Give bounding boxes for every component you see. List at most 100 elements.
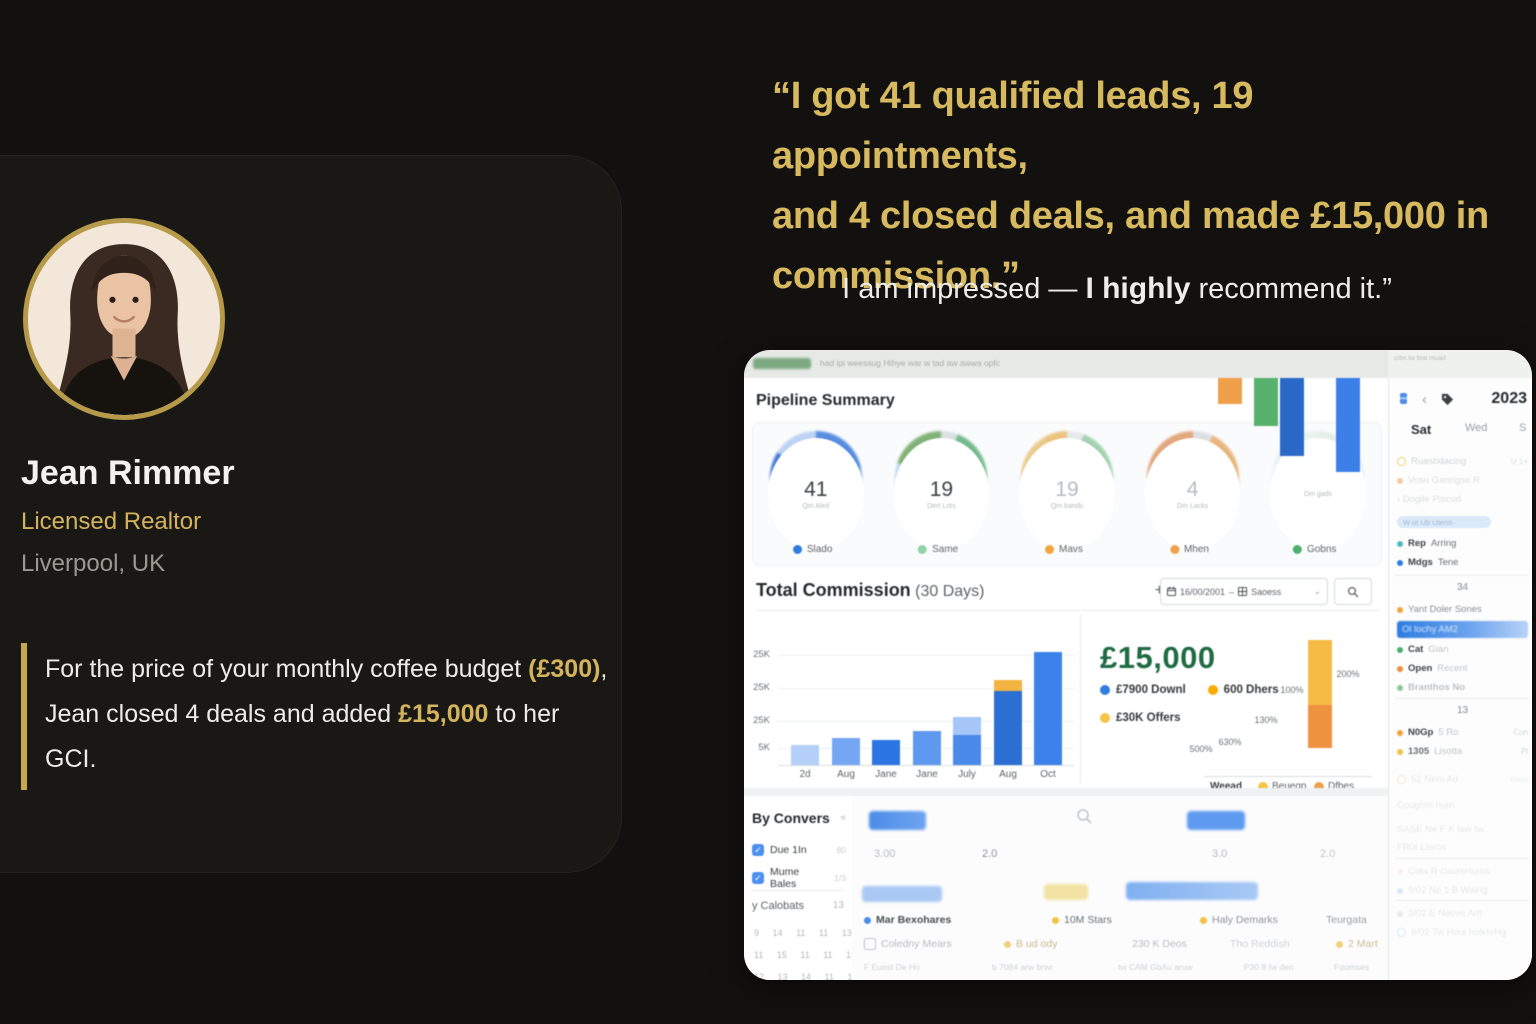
- board-row-faint: Fdomses: [1334, 962, 1369, 972]
- faint-label: F Euest De Ho: [864, 962, 920, 972]
- legend-label: Mhen: [1183, 544, 1209, 555]
- woman-portrait-illustration: [28, 223, 220, 415]
- donut-kpi-empty: Dm gads Gobns: [1255, 423, 1381, 565]
- row-text: 5 Ro: [1438, 727, 1459, 738]
- dot-green: [1397, 646, 1403, 653]
- note-amount-15000: £15,000: [398, 700, 489, 728]
- row-text: 8/02 Tw Houl holkteHg: [1411, 927, 1507, 938]
- sidebar-tabs: Sat Wed S: [1389, 422, 1532, 442]
- bar-2: [832, 738, 860, 765]
- row-text: Gian: [1428, 644, 1449, 655]
- headline-line-3: commission.”: [772, 255, 1020, 297]
- sidebar-row: Rep Arring: [1397, 536, 1528, 551]
- row-text: › Dogile Piscud: [1397, 494, 1461, 505]
- column-label: 3.0: [1212, 848, 1228, 860]
- legend-dot-orange: [1314, 781, 1324, 792]
- board-row-item: 10M Stars: [1052, 914, 1112, 926]
- board-row-item: Teurgata: [1326, 914, 1367, 926]
- sidebar-day-34: 34: [1397, 580, 1528, 595]
- titlebar-green-badge: [753, 358, 811, 369]
- avatar: [23, 218, 225, 420]
- tab-cut: S: [1519, 422, 1527, 434]
- ring-icon-yellow: [1397, 457, 1406, 466]
- bar-6-bottom: [994, 691, 1022, 765]
- sidebar-row: Vosu Ganrigse R: [1397, 473, 1528, 488]
- filter-label: Due 1In: [770, 844, 807, 856]
- x-label: Oct: [1040, 769, 1056, 780]
- faint-label: b 7084 arw brwr: [992, 962, 1053, 972]
- total-commission-header: Total Commission (30 Days) + 16/00/2001 …: [756, 574, 1380, 611]
- dot-pale: [1397, 868, 1403, 875]
- sidebar-row: Coughm hum: [1397, 798, 1528, 813]
- bar-4: [913, 731, 941, 765]
- row-text: Vosu Ganrigse R: [1408, 475, 1480, 486]
- dashboard-sidebar: ‹ 2023 Sat Wed S Ruasbdacing U 1+ Vosu Ga…: [1388, 378, 1532, 980]
- dot-blue: [1397, 559, 1403, 566]
- yellow-dot: [1200, 916, 1207, 924]
- row-right: Con: [1513, 728, 1528, 737]
- row-bold: Cat: [1408, 644, 1424, 655]
- person-location: Liverpool, UK: [21, 550, 166, 577]
- search-button: [1334, 578, 1372, 605]
- calendar-title: y Calobats: [752, 900, 804, 912]
- donut-center: 19 Dert Lots: [893, 438, 990, 550]
- note-mid: , Jean closed 4 deals and added: [45, 655, 608, 728]
- row-text: Coughm hum: [1397, 800, 1455, 811]
- calendar-count: 13: [832, 900, 844, 911]
- mini-x3: Dfbes: [1328, 781, 1355, 792]
- board-row-item: Tho Reddish: [1230, 938, 1290, 950]
- sidebar-row: 9/02 Ne 1 B Waing: [1397, 883, 1528, 898]
- commission-chart: 25K 25K 25K 5K: [744, 610, 1388, 788]
- bar-6-stacked: [994, 680, 1022, 765]
- dot-orange: [1397, 477, 1403, 484]
- mini-bar-1: [1218, 378, 1242, 404]
- mini-stray-label: 500%: [1189, 744, 1213, 754]
- bar-5-top: [953, 717, 981, 735]
- legend-dot-yellow: [1100, 713, 1110, 723]
- faint-label: P30 8 fw den: [1244, 962, 1294, 972]
- mini-x2: Beuegp: [1272, 781, 1307, 792]
- sidebar-row: Cat Gian: [1397, 642, 1528, 657]
- note-amount-300: (£300): [528, 655, 601, 683]
- row-right: Geta: [1510, 775, 1528, 784]
- board-row-faint: P30 8 fw den: [1244, 962, 1294, 972]
- preset-value: Saoess: [1251, 586, 1282, 597]
- board-row-item: Coledny Mears: [864, 938, 952, 950]
- board-search-icon: [1076, 808, 1092, 829]
- mini-x-legend-2: Beuegp: [1258, 781, 1306, 792]
- sidebar-row: Branthos No: [1397, 680, 1528, 695]
- row-right: Pl: [1520, 747, 1528, 756]
- subline-pre: I am impressed —: [842, 273, 1086, 305]
- sidebar-row-pill: W ut Ub Uterm: [1397, 516, 1491, 528]
- sidebar-header: ‹ 2023: [1399, 388, 1527, 410]
- mini-x-legend-3: Dfbes: [1314, 781, 1354, 792]
- x-label: Jane: [875, 769, 897, 780]
- legend-dhers: 600 Dhers: [1223, 684, 1279, 696]
- row-bold: Rep: [1408, 538, 1426, 549]
- donut-center: 41 Qm Aled: [768, 438, 864, 550]
- mini-bar-2: [1254, 378, 1278, 426]
- marker-icon: [1400, 392, 1407, 404]
- sidebar-row: › Dogile Piscud: [1397, 492, 1528, 507]
- dot-orange: [1397, 729, 1403, 736]
- by-convers-title: By Convers: [752, 810, 830, 826]
- x-axis: [778, 765, 1074, 766]
- dot-gray: [1397, 910, 1403, 917]
- row-text: 52 Nem Ad: [1411, 774, 1458, 785]
- legend-row-2: £30K Offers: [1100, 712, 1181, 724]
- collapse-icon: «: [840, 812, 846, 823]
- note-pre: For the price of your monthly coffee bud…: [45, 655, 529, 683]
- grid-icon: [1238, 587, 1248, 596]
- bar-6-orange-cap: [994, 680, 1022, 691]
- date-range-dash: –: [1229, 586, 1235, 597]
- column-label: 2.0: [982, 848, 998, 860]
- sidebar-row: 52 Nem Ad Geta: [1397, 772, 1528, 787]
- mini-bar-4-stacked: [1308, 640, 1332, 748]
- y-tick-25k: 25K: [753, 715, 770, 726]
- divider: [1395, 698, 1528, 699]
- filter-row-2: ✓ Mume Bales 1/3: [752, 866, 846, 890]
- item-label: 10M Stars: [1064, 914, 1112, 926]
- section-divider: [744, 788, 1388, 796]
- dot-green: [1397, 684, 1403, 691]
- mini-label-1: 630%: [1218, 737, 1242, 747]
